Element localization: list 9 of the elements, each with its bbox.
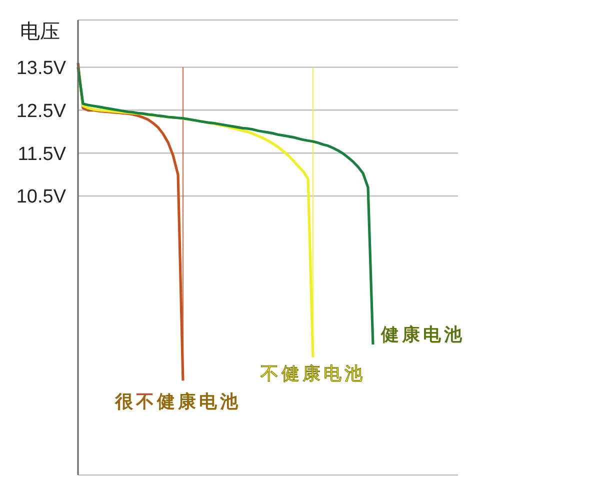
series-label: 健康电池 [381,324,465,345]
y-tick-label: 11.5V [18,144,66,165]
y-tick-label: 10.5V [16,186,66,208]
series-label: 不健康电池 [260,363,366,384]
y-axis-title: 电压 [20,20,60,45]
y-tick-label: 13.5V [16,58,66,79]
y-tick-label: 12.5V [16,100,66,122]
line-series [76,66,374,346]
series-label: 很不健康电池 [115,392,241,412]
